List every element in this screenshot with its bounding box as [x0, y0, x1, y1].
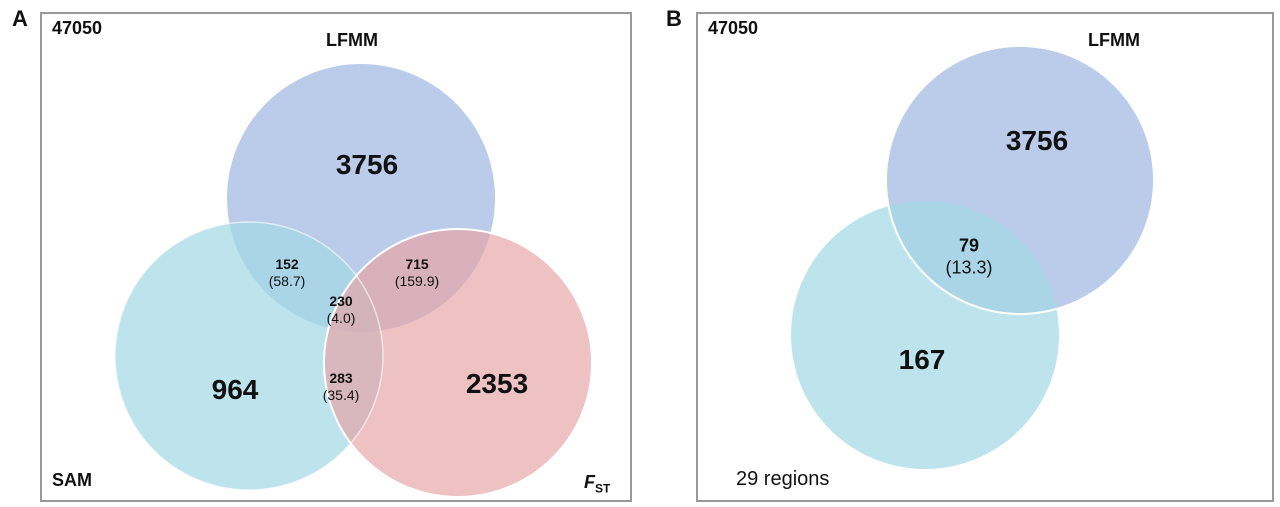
region-sam-only-a: 964	[211, 374, 259, 406]
circle-other-b	[791, 201, 1059, 469]
set-label-sam-a: SAM	[52, 470, 92, 490]
region-lfmm-sam-expected: (58.7)	[268, 273, 306, 289]
region-sam-fst-count: 283	[329, 370, 353, 387]
region-all-three-expected: (4.0)	[326, 310, 356, 326]
set-label-lfmm-b: LFMM	[1088, 30, 1140, 50]
region-all-three-count: 230	[329, 293, 353, 310]
region-lfmm-only-a: 3756	[335, 149, 399, 181]
region-overlap-b: 79 (13.3)	[945, 235, 992, 278]
circle-sam-a	[115, 222, 383, 490]
region-sam-fst-expected: (35.4)	[322, 387, 360, 403]
region-lfmm-sam-count: 152	[275, 256, 299, 273]
region-lfmm-only-b: 3756	[1005, 125, 1069, 157]
region-overlap-count: 79	[958, 235, 980, 256]
panel-a-total: 47050	[52, 18, 103, 38]
set-label-fst-a: FST	[584, 472, 611, 496]
panel-a-letter: A	[12, 6, 28, 31]
region-fst-only-a: 2353	[465, 368, 529, 400]
panel-b-letter: B	[666, 6, 682, 31]
venn-b	[791, 45, 1155, 469]
region-lfmm-sam-a: 152 (58.7)	[269, 256, 306, 290]
panel-b-total: 47050	[708, 18, 759, 38]
region-all-three-a: 230 (4.0)	[327, 293, 356, 327]
region-other-only-b: 167	[898, 344, 946, 376]
venn-a	[114, 64, 593, 498]
region-overlap-expected: (13.3)	[945, 257, 993, 277]
region-lfmm-fst-count: 715	[405, 256, 429, 273]
region-lfmm-fst-expected: (159.9)	[394, 273, 440, 289]
circle-fst-a	[324, 229, 592, 497]
set-label-lfmm-a: LFMM	[326, 30, 378, 50]
region-lfmm-fst-a: 715 (159.9)	[395, 256, 439, 290]
panel-b-footer: 29 regions	[736, 468, 830, 490]
region-sam-fst-a: 283 (35.4)	[323, 370, 360, 404]
